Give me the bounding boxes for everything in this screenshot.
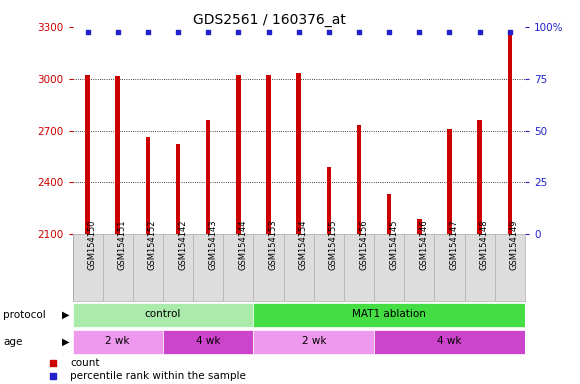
Point (49, 360, 58, 366)
Bar (417, 219, 422, 384)
Text: GDS2561 / 160376_at: GDS2561 / 160376_at (193, 13, 346, 27)
Bar (236, 75, 241, 384)
Bar (266, 75, 271, 384)
Text: GSM154153: GSM154153 (269, 219, 278, 270)
Text: GSM154146: GSM154146 (419, 219, 429, 270)
Text: GSM154148: GSM154148 (480, 219, 489, 270)
Bar (508, 32, 512, 384)
Point (324, 29, 334, 35)
Text: GSM154154: GSM154154 (299, 219, 308, 270)
Text: GSM154144: GSM154144 (238, 219, 248, 270)
Bar (163, 329, 253, 354)
Bar (85, 75, 90, 384)
Text: control: control (145, 310, 181, 319)
Text: ▶: ▶ (62, 310, 70, 320)
Text: percentile rank within the sample: percentile rank within the sample (70, 371, 246, 381)
Text: GSM154142: GSM154142 (178, 219, 187, 270)
Text: GSM154155: GSM154155 (329, 219, 338, 270)
Bar (447, 129, 452, 384)
Point (505, 29, 514, 35)
Bar (146, 137, 150, 384)
Point (204, 29, 213, 35)
Point (49, 373, 58, 379)
Bar (115, 76, 120, 384)
Bar (357, 126, 361, 384)
Point (475, 29, 484, 35)
Point (234, 29, 243, 35)
Text: GSM154150: GSM154150 (88, 219, 97, 270)
Bar (327, 167, 331, 384)
Bar (176, 144, 180, 384)
Text: 2 wk: 2 wk (302, 336, 326, 346)
Bar (477, 120, 482, 384)
Text: GSM154145: GSM154145 (389, 219, 398, 270)
Text: GSM154152: GSM154152 (148, 219, 157, 270)
Point (385, 29, 394, 35)
Point (143, 29, 153, 35)
Point (173, 29, 183, 35)
Bar (253, 329, 374, 354)
Point (113, 29, 122, 35)
Bar (296, 73, 301, 384)
Point (415, 29, 424, 35)
Text: count: count (70, 358, 100, 368)
Text: 4 wk: 4 wk (196, 336, 220, 346)
Bar (206, 120, 211, 384)
Point (83, 29, 92, 35)
Bar (72, 329, 163, 354)
Bar (374, 329, 525, 354)
Point (445, 29, 454, 35)
Text: 2 wk: 2 wk (106, 336, 130, 346)
Bar (253, 303, 525, 327)
Text: GSM154143: GSM154143 (208, 219, 218, 270)
Bar (72, 303, 253, 327)
Point (264, 29, 273, 35)
Text: protocol: protocol (3, 310, 46, 320)
Text: age: age (3, 337, 22, 347)
Text: GSM154156: GSM154156 (359, 219, 368, 270)
Bar (387, 195, 392, 384)
Text: GSM154149: GSM154149 (510, 219, 519, 270)
Point (354, 29, 364, 35)
Text: MAT1 ablation: MAT1 ablation (352, 310, 426, 319)
Point (294, 29, 303, 35)
Text: GSM154147: GSM154147 (450, 219, 459, 270)
Text: ▶: ▶ (62, 337, 70, 347)
Text: 4 wk: 4 wk (437, 336, 462, 346)
Text: GSM154151: GSM154151 (118, 219, 127, 270)
